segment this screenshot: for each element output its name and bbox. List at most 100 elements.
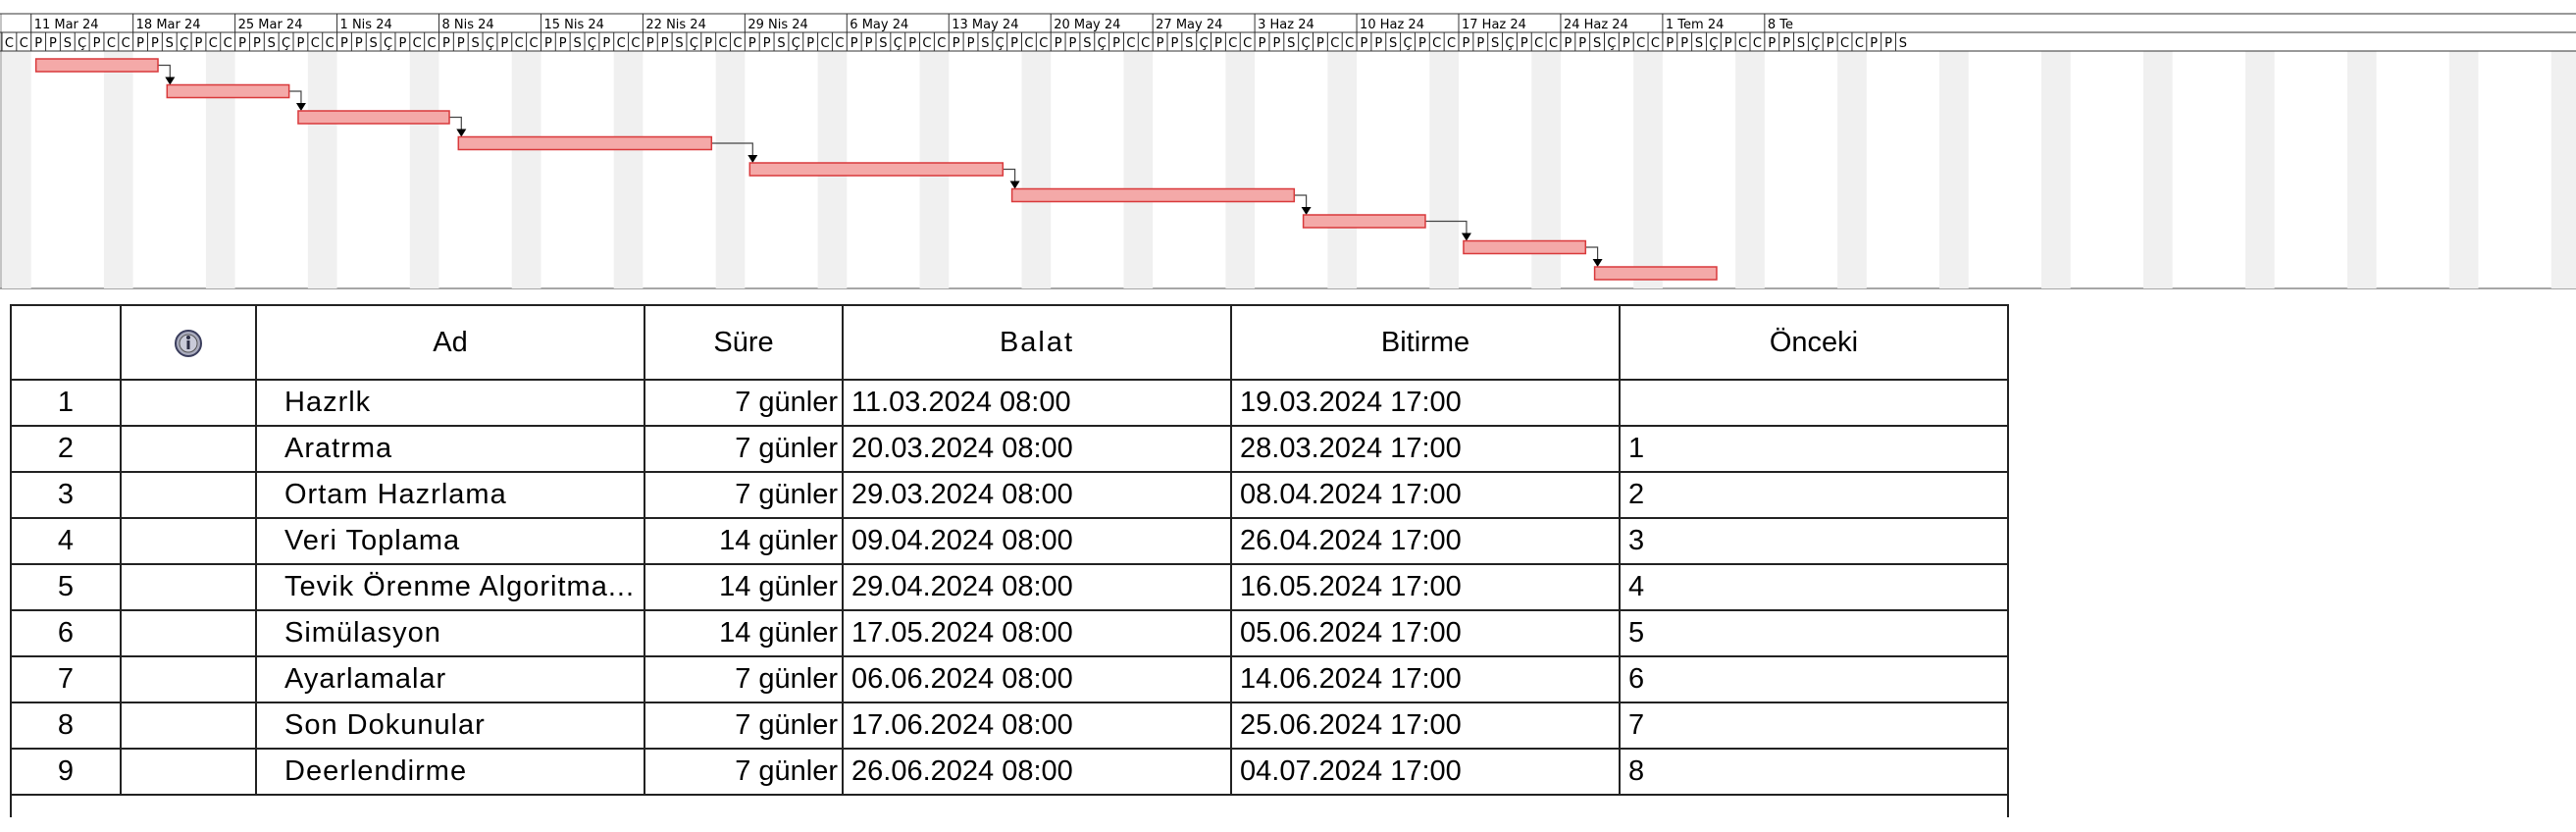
task-info-cell[interactable] (120, 609, 257, 657)
week-label: 29 Nis 24 (747, 18, 807, 32)
task-duration[interactable]: 7 günler (644, 655, 844, 703)
task-name[interactable]: Aratrma (255, 425, 645, 473)
task-end[interactable]: 08.04.2024 17:00 (1230, 471, 1621, 519)
task-name[interactable]: Ortam Hazrlama (255, 471, 645, 519)
task-name[interactable]: Ayarlamalar (255, 655, 645, 703)
task-duration[interactable]: 7 günler (644, 425, 844, 473)
task-name[interactable]: Hazrlk (255, 379, 645, 427)
day-letter: C (1447, 36, 1456, 51)
task-end[interactable]: 16.05.2024 17:00 (1230, 563, 1621, 611)
task-duration[interactable]: 7 günler (644, 702, 844, 750)
task-name[interactable]: Simülasyon (255, 609, 645, 657)
day-letter: S (471, 36, 479, 51)
task-id[interactable]: 6 (10, 609, 122, 657)
task-end[interactable]: 25.06.2024 17:00 (1230, 702, 1621, 750)
task-name[interactable]: Deerlendirme (255, 748, 645, 796)
day-letter: C (937, 36, 946, 51)
task-duration[interactable]: 7 günler (644, 748, 844, 796)
task-end[interactable]: 19.03.2024 17:00 (1230, 379, 1621, 427)
task-start[interactable]: 20.03.2024 08:00 (842, 425, 1232, 473)
dependency-link (288, 90, 302, 105)
task-duration[interactable]: 14 günler (644, 609, 844, 657)
dependency-link (1585, 246, 1599, 261)
task-duration[interactable]: 14 günler (644, 517, 844, 565)
task-end[interactable]: 14.06.2024 17:00 (1230, 655, 1621, 703)
table-row[interactable]: 3 Ortam Hazrlama 7 günler 29.03.2024 08:00 0… (10, 471, 2009, 519)
task-predecessor[interactable]: 7 (1619, 702, 2009, 750)
task-name[interactable]: Tevik Örenme Algoritma... (255, 563, 645, 611)
task-duration[interactable]: 7 günler (644, 379, 844, 427)
table-row[interactable]: 5 Tevik Örenme Algoritma... 14 günler 29.04… (10, 563, 2009, 611)
day-letter: S (370, 36, 378, 51)
column-header-name[interactable]: Ad (255, 304, 645, 381)
task-info-cell[interactable] (120, 702, 257, 750)
task-predecessor[interactable]: 5 (1619, 609, 2009, 657)
task-start[interactable]: 17.06.2024 08:00 (842, 702, 1232, 750)
column-header-start[interactable]: Balat (842, 304, 1232, 381)
week-label: 18 Mar 24 (136, 18, 201, 32)
task-start[interactable]: 11.03.2024 08:00 (842, 379, 1232, 427)
task-end[interactable]: 05.06.2024 17:00 (1230, 609, 1621, 657)
task-predecessor[interactable]: 3 (1619, 517, 2009, 565)
day-letter: C (1432, 36, 1441, 51)
day-letter: S (1185, 36, 1193, 51)
task-info-cell[interactable] (120, 425, 257, 473)
weekend-band (1327, 51, 1358, 288)
task-predecessor[interactable]: 8 (1619, 748, 2009, 796)
task-name[interactable]: Veri Toplama (255, 517, 645, 565)
task-predecessor[interactable]: 2 (1619, 471, 2009, 519)
table-row[interactable]: 2 Aratrma 7 günler 20.03.2024 08:00 28.03.20… (10, 425, 2009, 473)
task-id[interactable]: 7 (10, 655, 122, 703)
task-predecessor[interactable]: 1 (1619, 425, 2009, 473)
weekend-band (511, 51, 541, 288)
table-row[interactable]: 7 Ayarlamalar 7 günler 06.06.2024 08:00 14.0… (10, 655, 2009, 703)
task-name[interactable]: Son Dokunular (255, 702, 645, 750)
day-letter: P (1476, 36, 1484, 51)
task-id[interactable]: 4 (10, 517, 122, 565)
task-start[interactable]: 17.05.2024 08:00 (842, 609, 1232, 657)
task-predecessor[interactable]: 4 (1619, 563, 2009, 611)
day-letter: P (93, 36, 101, 51)
task-info-cell[interactable] (120, 748, 257, 796)
task-info-cell[interactable] (120, 379, 257, 427)
task-duration[interactable]: 7 günler (644, 471, 844, 519)
column-header-duration[interactable]: Süre (644, 304, 844, 381)
task-end[interactable]: 28.03.2024 17:00 (1230, 425, 1621, 473)
day-letter: P (340, 36, 348, 51)
task-info-cell[interactable] (120, 471, 257, 519)
task-id[interactable]: 5 (10, 563, 122, 611)
column-header-predecessor[interactable]: Önceki (1619, 304, 2009, 381)
day-letter: P (646, 36, 654, 51)
table-row[interactable]: 9 Deerlendirme 7 günler 26.06.2024 08:00 04.… (10, 748, 2009, 796)
task-bar (1010, 187, 1296, 203)
day-letter: P (442, 36, 450, 51)
task-start[interactable]: 29.03.2024 08:00 (842, 471, 1232, 519)
column-header-end[interactable]: Bitirme (1230, 304, 1621, 381)
task-duration[interactable]: 14 günler (644, 563, 844, 611)
task-id[interactable]: 9 (10, 748, 122, 796)
task-id[interactable]: 3 (10, 471, 122, 519)
task-id[interactable]: 8 (10, 702, 122, 750)
task-end[interactable]: 04.07.2024 17:00 (1230, 748, 1621, 796)
day-letter: Ç (1302, 36, 1311, 51)
task-info-cell[interactable] (120, 517, 257, 565)
task-id[interactable]: 2 (10, 425, 122, 473)
table-row[interactable]: 6 Simülasyon 14 günler 17.05.2024 08:00 05.0… (10, 609, 2009, 657)
table-row[interactable]: 4 Veri Toplama 14 günler 09.04.2024 08:00 26… (10, 517, 2009, 565)
task-start[interactable]: 26.06.2024 08:00 (842, 748, 1232, 796)
task-start[interactable]: 09.04.2024 08:00 (842, 517, 1232, 565)
table-row[interactable]: 8 Son Dokunular 7 günler 17.06.2024 08:00 25… (10, 702, 2009, 750)
task-end[interactable]: 26.04.2024 17:00 (1230, 517, 1621, 565)
task-predecessor[interactable]: 6 (1619, 655, 2009, 703)
task-id[interactable]: 1 (10, 379, 122, 427)
day-letter: P (1725, 36, 1732, 51)
task-predecessor[interactable] (1619, 379, 2009, 427)
column-header-id[interactable] (10, 304, 122, 381)
task-start[interactable]: 29.04.2024 08:00 (842, 563, 1232, 611)
day-letter: P (500, 36, 508, 51)
task-start[interactable]: 06.06.2024 08:00 (842, 655, 1232, 703)
table-row[interactable]: 1 Hazrlk 7 günler 11.03.2024 08:00 19.03.202… (10, 379, 2009, 427)
task-info-cell[interactable] (120, 563, 257, 611)
task-info-cell[interactable] (120, 655, 257, 703)
column-header-info[interactable] (120, 304, 257, 381)
